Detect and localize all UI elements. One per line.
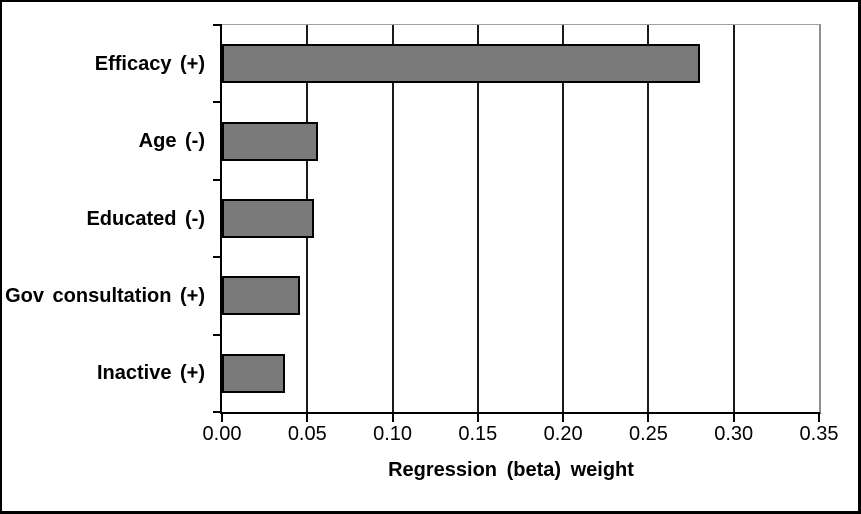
bar-educated bbox=[222, 199, 315, 238]
x-tick-label: 0.30 bbox=[714, 423, 754, 445]
x-tick-label: 0.10 bbox=[373, 423, 413, 445]
gridline bbox=[562, 25, 565, 412]
x-axis-title: Regression (beta) weight bbox=[388, 459, 634, 481]
y-axis-tick bbox=[213, 333, 222, 336]
x-axis-tick bbox=[221, 412, 223, 422]
gridline bbox=[476, 25, 479, 412]
x-axis-tick bbox=[732, 412, 735, 422]
x-tick-label: 0.15 bbox=[458, 423, 498, 445]
x-axis-tick bbox=[562, 412, 565, 422]
plot-area bbox=[220, 24, 821, 414]
category-label: Educated (-) bbox=[86, 207, 205, 230]
category-label: Gov consultation (+) bbox=[5, 284, 205, 307]
y-axis-tick bbox=[213, 24, 222, 26]
gridline bbox=[732, 25, 735, 412]
gridline bbox=[647, 25, 650, 412]
bar-inactive bbox=[222, 353, 286, 393]
x-axis-tick bbox=[476, 412, 479, 422]
y-axis-tick bbox=[213, 101, 222, 104]
bar-gov-consultation bbox=[222, 276, 301, 316]
y-axis-tick bbox=[213, 178, 222, 181]
y-axis-tick bbox=[213, 411, 222, 413]
x-tick-label: 0.35 bbox=[799, 423, 839, 445]
x-axis-tick bbox=[647, 412, 650, 422]
category-label: Inactive (+) bbox=[96, 362, 205, 385]
category-label: Efficacy (+) bbox=[94, 52, 205, 75]
x-tick-label: 0.00 bbox=[202, 423, 242, 445]
x-axis-tick bbox=[391, 412, 394, 422]
bar-efficacy bbox=[222, 44, 700, 84]
bar-age bbox=[222, 121, 318, 161]
x-axis-tick bbox=[818, 412, 820, 422]
x-tick-label: 0.05 bbox=[287, 423, 327, 445]
y-axis-tick bbox=[213, 256, 222, 259]
x-axis-tick bbox=[306, 412, 309, 422]
gridline bbox=[391, 25, 394, 412]
x-tick-label: 0.20 bbox=[543, 423, 583, 445]
x-tick-label: 0.25 bbox=[628, 423, 668, 445]
category-label: Age (-) bbox=[138, 130, 205, 153]
